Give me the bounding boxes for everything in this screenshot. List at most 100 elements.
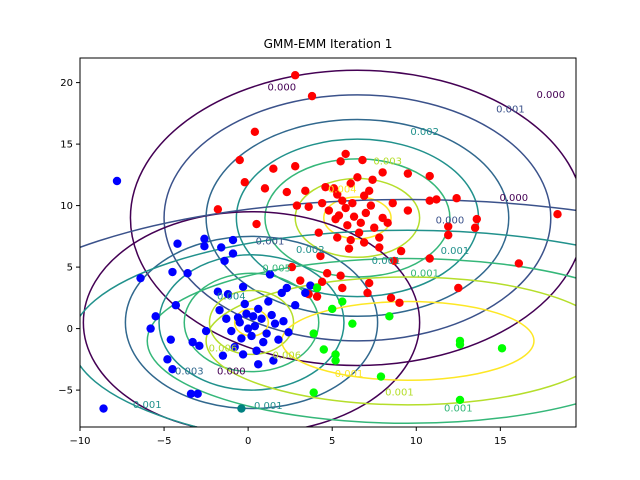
point-s3-12 [309, 388, 318, 397]
point-s3-8 [455, 340, 465, 349]
point-s0-35 [386, 293, 396, 303]
contour-label-3: 0.002 [410, 127, 439, 138]
x-tick-label-0: −10 [69, 436, 90, 447]
point-s1-7 [188, 337, 197, 347]
point-s0-62 [343, 221, 352, 230]
contour-label-0: 0.000 [267, 83, 296, 94]
contour-line-0 [129, 69, 576, 367]
point-s3-11 [376, 372, 386, 381]
x-tick-label-3: 5 [329, 436, 335, 447]
y-tick-label-4: 15 [60, 140, 73, 151]
x-tick-label-4: 10 [410, 436, 423, 447]
point-s1-51 [222, 314, 231, 323]
point-s0-5 [291, 162, 300, 171]
point-s1-2 [99, 404, 108, 413]
point-s0-64 [349, 212, 359, 221]
point-s0-19 [213, 205, 223, 214]
point-s0-25 [472, 214, 481, 224]
point-s0-45 [312, 292, 322, 301]
point-s0-72 [329, 184, 339, 193]
point-s1-21 [220, 256, 229, 266]
x-tick-label-1: −5 [157, 436, 172, 447]
point-s3-6 [319, 345, 328, 354]
point-s0-22 [304, 202, 313, 212]
point-s1-24 [228, 235, 238, 245]
point-s1-42 [237, 334, 246, 343]
x-tick-label-2: 0 [245, 436, 251, 447]
point-s0-74 [383, 218, 392, 228]
contour-label-23: 0.001 [372, 256, 401, 267]
contour-label-15: 0.006 [272, 351, 301, 362]
contour-label-22: 0.001 [444, 404, 473, 415]
contour-label-13: 0.004 [217, 292, 246, 303]
point-s0-46 [322, 269, 332, 278]
point-s1-0 [112, 176, 122, 186]
point-s0-56 [333, 190, 342, 199]
point-s0-29 [444, 230, 453, 240]
contour-label-17: 0.000 [217, 367, 246, 378]
contour-label-2: 0.001 [496, 105, 525, 116]
point-s1-57 [240, 299, 249, 309]
point-s0-7 [341, 149, 350, 159]
point-s0-13 [260, 184, 270, 193]
point-s0-77 [333, 233, 342, 242]
point-s1-31 [265, 270, 275, 279]
point-s1-48 [259, 337, 268, 347]
point-s0-65 [361, 208, 371, 218]
point-s0-4 [269, 164, 278, 173]
point-s3-4 [331, 350, 340, 359]
point-s0-9 [378, 168, 387, 177]
point-s1-50 [248, 312, 258, 321]
y-tick-label-0: −5 [58, 386, 73, 397]
point-s1-6 [163, 355, 172, 364]
point-s1-5 [168, 364, 177, 374]
point-s1-4 [186, 389, 196, 398]
point-s0-34 [425, 254, 434, 263]
point-s1-13 [151, 312, 160, 321]
contour-label-18: 0.001 [133, 400, 162, 411]
point-s0-68 [338, 196, 347, 205]
chart-title: GMM-EMM Iteration 1 [264, 37, 393, 51]
contour-line-9 [158, 254, 345, 391]
x-tick-label-5: 15 [494, 436, 507, 447]
point-s1-22 [228, 249, 238, 258]
point-s3-9 [497, 344, 507, 353]
point-s3-14 [348, 319, 357, 328]
contour-label-14: 0.006 [209, 343, 238, 354]
point-s0-66 [356, 218, 365, 228]
point-s3-3 [385, 312, 394, 321]
point-s3-5 [331, 356, 340, 365]
point-s3-0 [312, 283, 322, 293]
point-s0-27 [553, 210, 562, 219]
contour-label-4: 0.003 [373, 156, 402, 167]
point-s0-58 [370, 223, 379, 232]
point-s3-2 [338, 297, 347, 306]
point-s3-10 [455, 395, 465, 405]
point-s1-10 [173, 239, 182, 248]
point-s0-20 [252, 219, 261, 229]
point-s0-33 [396, 246, 406, 256]
point-s0-42 [296, 276, 305, 285]
point-s0-36 [395, 298, 404, 307]
point-s1-23 [217, 243, 226, 252]
contour-line-13 [80, 198, 576, 249]
point-s1-32 [282, 283, 292, 293]
point-s0-60 [375, 233, 384, 242]
point-s0-24 [425, 196, 434, 205]
point-s1-14 [171, 301, 181, 310]
point-s1-47 [270, 319, 280, 328]
contour-line-16 [205, 276, 576, 406]
point-s0-57 [346, 179, 355, 188]
contour-label-20: 0.001 [335, 369, 364, 380]
contour-line-2 [205, 118, 510, 318]
point-s0-15 [301, 186, 310, 196]
point-s0-53 [348, 198, 357, 208]
contour-label-12: 0.005 [262, 263, 291, 274]
contour-line-6 [323, 196, 392, 240]
point-s1-56 [264, 297, 273, 306]
point-s0-26 [470, 223, 480, 232]
point-s1-38 [247, 331, 256, 341]
x-axis: −10 −5 0 5 10 15 [69, 427, 507, 447]
point-s1-17 [218, 351, 228, 360]
point-s1-35 [238, 350, 248, 359]
